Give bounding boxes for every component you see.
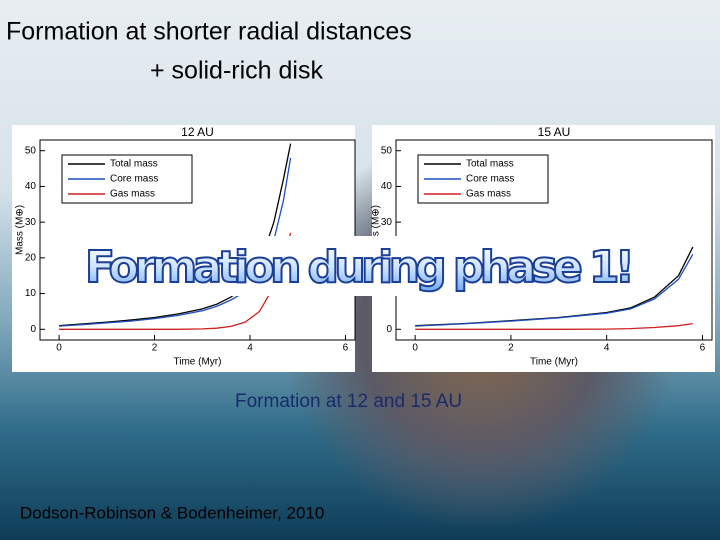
x-tick-label: 4 (604, 343, 610, 354)
y-axis-label: Mass (M⊕) (371, 205, 382, 255)
caption: Formation at 12 and 15 AU (235, 391, 462, 412)
x-tick-label: 2 (508, 343, 514, 354)
y-tick-label: 30 (381, 217, 393, 228)
x-tick-label: 0 (412, 343, 418, 354)
slide-title: + solid-rich disk (150, 57, 323, 85)
x-tick-label: 6 (700, 343, 706, 354)
x-tick-label: 4 (247, 343, 253, 354)
y-tick-label: 10 (25, 288, 37, 299)
legend-label: Core mass (110, 174, 158, 185)
y-tick-label: 0 (386, 324, 392, 335)
y-tick-label: 50 (25, 145, 37, 156)
legend-label: Core mass (466, 174, 514, 185)
y-tick-label: 30 (25, 217, 37, 228)
legend-label: Total mass (110, 159, 158, 170)
credit: Dodson-Robinson & Bodenheimer, 2010 (20, 503, 324, 522)
y-tick-label: 50 (381, 145, 393, 156)
y-tick-label: 0 (30, 324, 36, 335)
series-line (415, 322, 693, 330)
chart-title: 15 AU (538, 125, 571, 139)
x-axis-label: Time (Myr) (174, 357, 222, 368)
overlay-text: Formation during phase 1! (85, 242, 635, 293)
slide-title: Formation at shorter radial distances (6, 18, 412, 46)
y-tick-label: 40 (25, 181, 37, 192)
overlay-band (215, 236, 410, 296)
chart-title: 12 AU (181, 125, 214, 139)
legend-label: Total mass (466, 159, 514, 170)
y-tick-label: 40 (381, 181, 393, 192)
x-tick-label: 2 (152, 343, 158, 354)
series-line (59, 143, 292, 327)
legend-label: Gas mass (110, 189, 155, 200)
y-axis-label: Mass (M⊕) (15, 205, 26, 255)
series-line (415, 253, 694, 327)
x-tick-label: 0 (56, 343, 62, 354)
x-axis-label: Time (Myr) (530, 357, 578, 368)
y-tick-label: 20 (25, 252, 37, 263)
legend-label: Gas mass (466, 189, 511, 200)
x-tick-label: 6 (343, 343, 349, 354)
